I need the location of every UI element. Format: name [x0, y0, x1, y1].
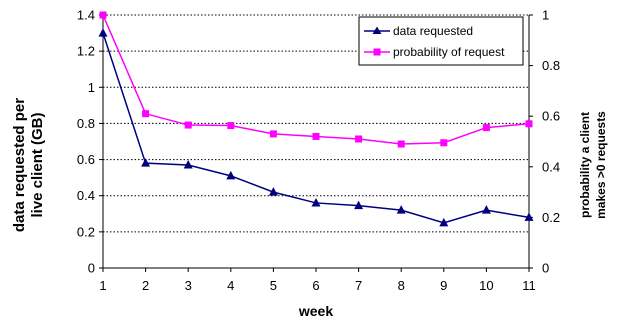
data-point-data-requested	[226, 170, 236, 180]
data-point-probability-of-request	[184, 121, 192, 129]
x-tick-label: 11	[522, 278, 536, 293]
legend: data requested probability of request	[358, 16, 524, 66]
data-point-data-requested	[183, 159, 193, 169]
data-point-probability-of-request	[142, 110, 150, 118]
legend-box	[358, 16, 524, 66]
x-tick-label: 5	[270, 278, 277, 293]
right-axis-title: probability a client makes >0 requests	[578, 111, 608, 219]
left-tick-label: 1.4	[77, 8, 95, 23]
legend-square-marker-icon	[373, 48, 381, 56]
data-point-probability-of-request	[525, 120, 533, 128]
x-tick-label: 9	[440, 278, 447, 293]
series-layer	[98, 11, 534, 227]
left-tick-label: 0.4	[77, 188, 95, 203]
data-point-data-requested	[311, 197, 321, 207]
data-point-data-requested	[396, 205, 406, 214]
right-tick-label: 0.6	[542, 109, 560, 124]
x-tick-label: 10	[479, 278, 493, 293]
legend-entry-data-requested: data requested	[364, 24, 473, 38]
left-axis-title-line-1: data requested per	[11, 98, 28, 232]
x-tick-label: 6	[312, 278, 319, 293]
x-tick-label: 8	[398, 278, 405, 293]
data-point-data-requested	[524, 212, 534, 221]
data-point-data-requested	[481, 205, 491, 214]
data-point-data-requested	[268, 187, 278, 196]
left-tick-label: 1.2	[77, 44, 95, 59]
left-tick-label: 0.2	[77, 224, 95, 239]
x-axis-ticks: 1 2 3 4 5 6 7 8 9 10 11	[99, 268, 536, 293]
left-axis-ticks: 0 0.2 0.4 0.6 0.8 1 1.2 1.4	[77, 8, 103, 276]
right-axis-ticks: 0 0.2 0.4 0.6 0.8 1	[529, 8, 560, 276]
legend-entry-probability-of-request: probability of request	[364, 45, 505, 59]
left-tick-label: 0.6	[77, 152, 95, 167]
right-tick-label: 0.8	[542, 58, 560, 73]
left-tick-label: 1	[88, 80, 95, 95]
x-tick-label: 1	[99, 278, 106, 293]
legend-label-data-requested: data requested	[393, 24, 473, 38]
x-axis-title: week	[298, 303, 333, 319]
x-tick-label: 4	[227, 278, 234, 293]
data-point-data-requested	[439, 217, 449, 227]
data-point-probability-of-request	[227, 122, 235, 130]
data-point-data-requested	[141, 158, 151, 167]
right-tick-label: 0.4	[542, 159, 560, 174]
data-point-probability-of-request	[99, 11, 107, 19]
x-tick-label: 2	[142, 278, 149, 293]
data-point-data-requested	[354, 200, 364, 210]
right-axis-title-line-1: probability a client	[578, 112, 592, 218]
data-point-probability-of-request	[269, 130, 277, 138]
right-axis-title-line-2: makes >0 requests	[594, 111, 608, 219]
x-tick-label: 7	[355, 278, 362, 293]
left-axis-title: data requested per live client (GB)	[11, 98, 46, 232]
data-point-probability-of-request	[312, 132, 320, 140]
right-tick-label: 0	[542, 261, 549, 276]
data-point-probability-of-request	[397, 140, 405, 148]
data-point-probability-of-request	[482, 124, 490, 132]
left-axis-title-line-2: live client (GB)	[29, 112, 46, 217]
left-tick-label: 0.8	[77, 116, 95, 131]
left-tick-label: 0	[88, 261, 95, 276]
data-point-data-requested	[98, 28, 108, 37]
x-tick-label: 3	[185, 278, 192, 293]
legend-label-probability-of-request: probability of request	[393, 45, 505, 59]
data-point-probability-of-request	[440, 139, 448, 147]
legend-triangle-marker-icon	[372, 26, 382, 34]
right-tick-label: 0.2	[542, 210, 560, 225]
data-point-probability-of-request	[355, 135, 363, 143]
right-tick-label: 1	[542, 8, 549, 23]
